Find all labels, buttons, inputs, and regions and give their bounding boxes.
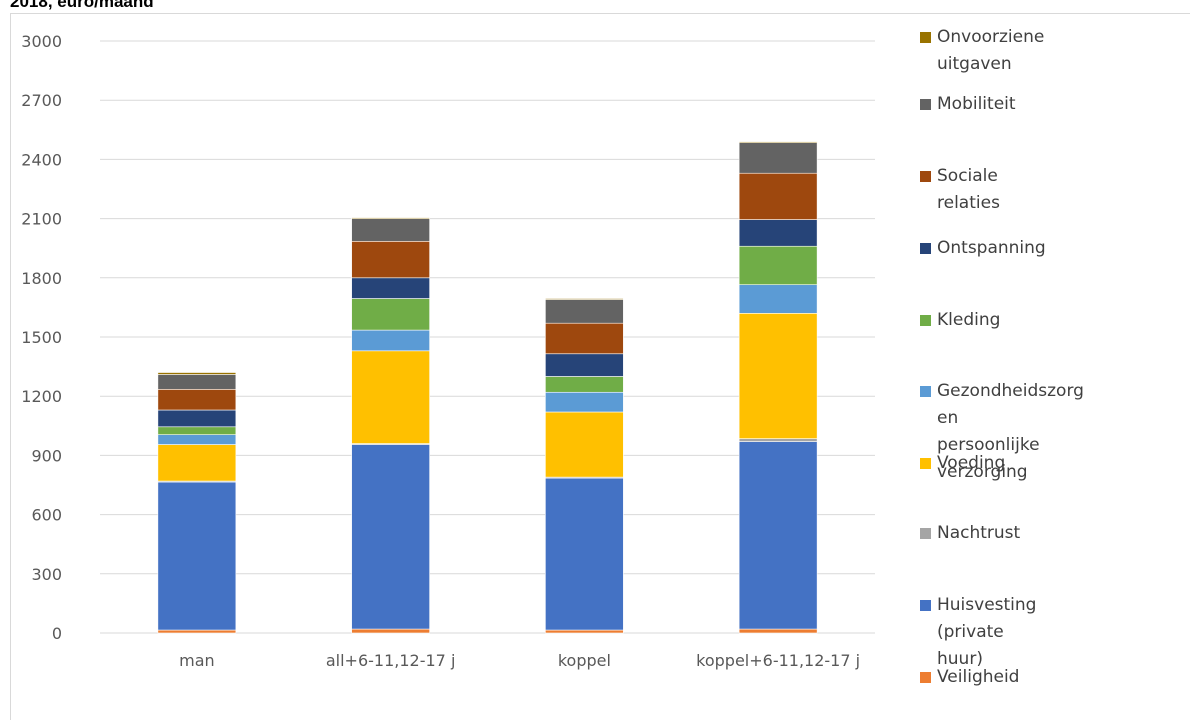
y-axis: 0 300 600 900 1200 1500 1800 2100 2400 2700 3000 [21, 32, 62, 643]
bar-segment [738, 313, 818, 439]
bar-segment [157, 426, 237, 435]
bars [157, 141, 818, 634]
bar-segment [157, 434, 237, 445]
bar-segment [351, 628, 430, 634]
bar-segment [738, 441, 818, 630]
bar-segment [351, 298, 430, 331]
bar-segment [545, 629, 624, 634]
bar-segment [351, 240, 430, 279]
bar-segment [351, 277, 430, 299]
legend-item: Gezondheidszorg en persoonlijke verzorgi… [920, 378, 1084, 486]
y-tick-label: 1800 [21, 269, 62, 288]
y-tick-label: 3000 [21, 32, 62, 51]
bar-segment [738, 628, 818, 634]
legend-label: Mobiliteit [937, 94, 1016, 114]
legend-item: Mobiliteit [920, 91, 1016, 118]
legend-label: Kleding [937, 310, 1001, 330]
bar-segment [738, 245, 818, 286]
legend-label: Nachtrust [937, 523, 1021, 543]
y-tick-label: 1500 [21, 328, 62, 347]
y-tick-label: 2700 [21, 91, 62, 110]
bar-segment [545, 477, 624, 631]
x-tick-label: all+6-11,12-17 j [326, 651, 456, 670]
bar-segment [738, 219, 818, 247]
legend-item: Ontspanning [920, 235, 1046, 262]
bar-segment [157, 481, 237, 631]
legend-item: Kleding [920, 307, 1000, 334]
legend-swatch [920, 672, 931, 683]
legend-item: Onvoorziene uitgaven [920, 24, 1044, 78]
bar-segment [351, 444, 430, 630]
y-tick-label: 0 [52, 624, 62, 643]
legend-label: Gezondheidszorg en persoonlijke verzorgi… [937, 381, 1084, 482]
y-tick-label: 900 [31, 446, 62, 465]
bar-segment [351, 350, 430, 444]
bar-segment [351, 217, 430, 219]
legend-label: Sociale relaties [937, 166, 1000, 213]
bar-segment [157, 444, 237, 482]
bar-segment [738, 438, 818, 442]
legend-item: Voeding [920, 450, 1005, 477]
bar-segment [738, 142, 818, 174]
x-axis: man all+6-11,12-17 j koppel koppel+6-11,12-… [179, 651, 860, 670]
bar-segment [738, 284, 818, 314]
bar-segment [351, 329, 430, 352]
bar-segment [157, 388, 237, 411]
legend-item: Veiligheid [920, 664, 1019, 691]
legend-swatch [920, 458, 931, 469]
bar-segment [545, 411, 624, 478]
legend-swatch [920, 243, 931, 254]
x-tick-label: koppel+6-11,12-17 j [696, 651, 860, 670]
legend-item: Sociale relaties [920, 163, 1000, 217]
legend-label: Veiligheid [937, 667, 1020, 687]
bar-segment [738, 141, 818, 143]
legend-swatch [920, 386, 931, 397]
legend-label: Ontspanning [937, 238, 1046, 258]
legend-swatch [920, 32, 931, 43]
bar-segment [157, 409, 237, 428]
legend-swatch [920, 171, 931, 182]
bar-segment [738, 172, 818, 220]
bar-segment [545, 353, 624, 377]
y-tick-label: 1200 [21, 387, 62, 406]
chart-title-partial: 2018, euro/maand [10, 0, 154, 11]
legend-swatch [920, 315, 931, 326]
legend-swatch [920, 600, 931, 611]
bar-segment [157, 372, 237, 375]
bar-segment [157, 629, 237, 634]
legend-item: Nachtrust [920, 520, 1020, 547]
legend-label: Onvoorziene uitgaven [937, 27, 1045, 74]
legend-item: Huisvesting (private huur) [920, 592, 1036, 673]
legend-swatch [920, 528, 931, 539]
bar-segment [545, 299, 624, 324]
bar-segment [351, 218, 430, 242]
bar-segment [545, 391, 624, 413]
legend-label: Voeding [937, 453, 1006, 473]
bar-segment [157, 374, 237, 390]
y-tick-label: 600 [31, 506, 62, 525]
x-tick-label: koppel [558, 651, 611, 670]
legend-label: Huisvesting (private huur) [937, 595, 1037, 669]
y-tick-label: 2100 [21, 210, 62, 229]
y-tick-label: 300 [31, 565, 62, 584]
bar-segment [545, 376, 624, 393]
bar-segment [545, 322, 624, 355]
chart-area-border [10, 13, 1190, 720]
y-tick-label: 2400 [21, 150, 62, 169]
bar-segment [545, 298, 624, 300]
legend-swatch [920, 99, 931, 110]
x-tick-label: man [179, 651, 215, 670]
